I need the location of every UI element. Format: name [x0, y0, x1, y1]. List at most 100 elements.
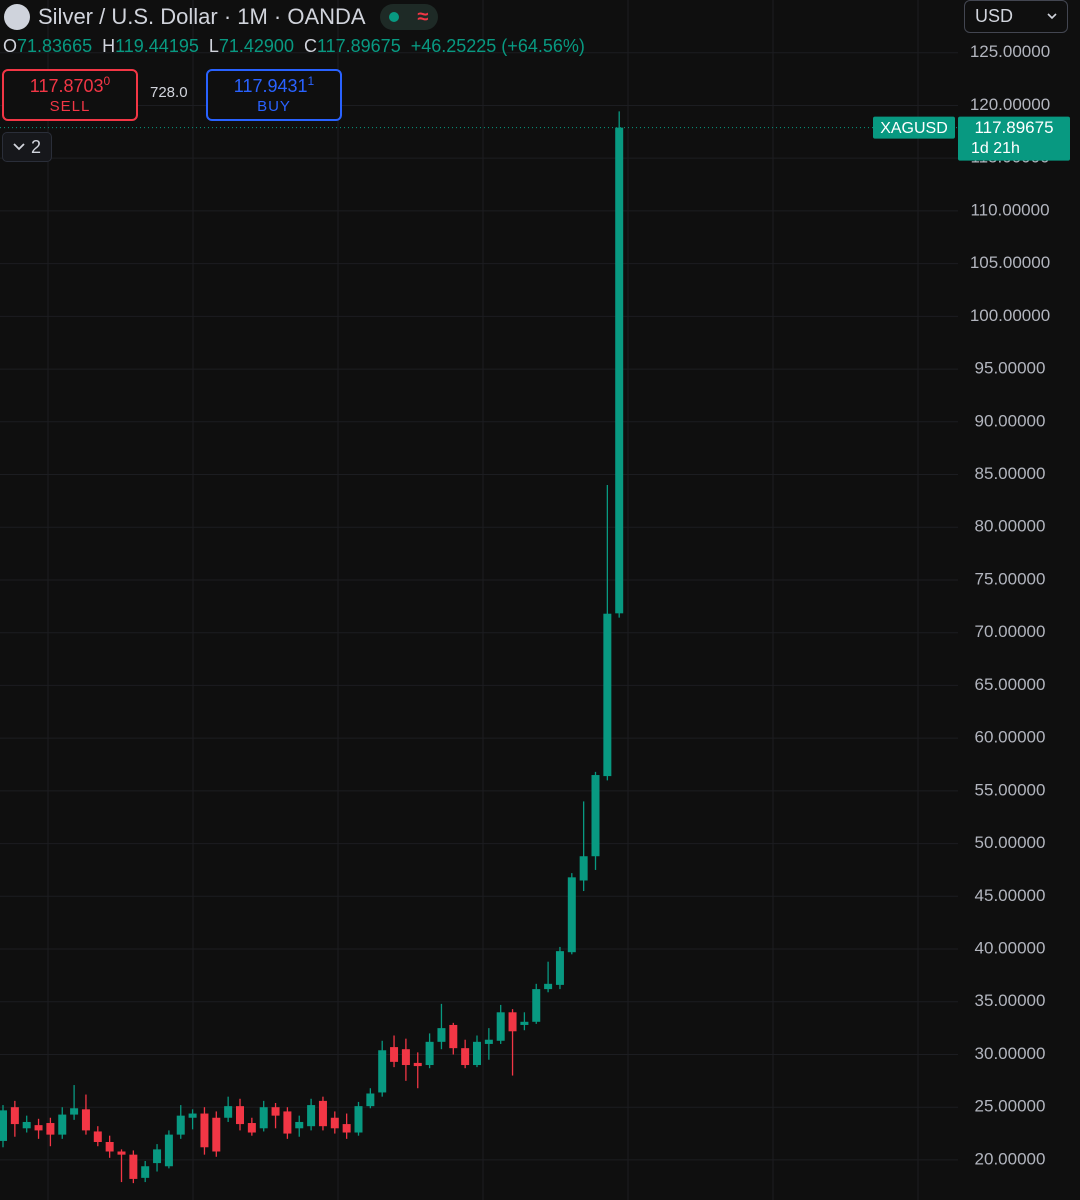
y-tick-label: 30.00000	[975, 1044, 1046, 1063]
candle-body	[259, 1107, 268, 1129]
last-price: XAGUSD 117.89675 1d 21h	[0, 116, 1070, 161]
indicator-count: 2	[30, 136, 41, 157]
candle-body	[295, 1121, 304, 1129]
candle-body	[413, 1062, 422, 1067]
candle-body	[615, 127, 624, 614]
status-badge[interactable]: ≈	[379, 4, 438, 30]
candle-body	[236, 1106, 244, 1125]
y-tick-label: 80.00000	[975, 517, 1046, 536]
candle-body	[354, 1106, 363, 1133]
countdown: 1d 21h	[971, 140, 1020, 157]
candle-body	[200, 1113, 209, 1148]
candle-body	[330, 1117, 339, 1129]
y-tick-label: 55.00000	[975, 780, 1046, 799]
y-tick-label: 125.00000	[970, 42, 1050, 61]
y-tick-label: 60.00000	[975, 728, 1046, 747]
candle-body	[164, 1134, 173, 1167]
y-tick-label: 75.00000	[975, 569, 1046, 588]
candle-body	[58, 1114, 67, 1135]
y-tick-label: 85.00000	[975, 464, 1046, 483]
candle-body	[449, 1024, 458, 1049]
candle-body	[271, 1107, 280, 1116]
candle-body	[567, 877, 576, 953]
candle-body	[117, 1151, 126, 1155]
high-key: H	[102, 36, 116, 56]
buy-button[interactable]: 117.94311 BUY	[206, 69, 342, 121]
symbol-icon	[4, 4, 30, 30]
candle-body	[508, 1012, 517, 1032]
y-tick-label: 95.00000	[975, 359, 1046, 378]
sell-price: 117.8703	[29, 76, 104, 96]
y-tick-label: 40.00000	[975, 939, 1046, 958]
candle-body	[579, 856, 588, 881]
y-tick-label: 35.00000	[975, 991, 1046, 1010]
grid	[0, 52, 958, 1161]
low-value: 71.42900	[218, 36, 294, 56]
candle-body	[153, 1149, 162, 1164]
candle-body	[188, 1113, 197, 1118]
candle-body	[390, 1047, 399, 1062]
candle-body	[496, 1012, 505, 1041]
currency: USD	[975, 6, 1014, 26]
candle-body	[555, 951, 564, 985]
candle-body	[520, 1021, 529, 1025]
vertical-grid	[47, 0, 919, 1200]
price-tag-label: 117.89675	[974, 118, 1053, 137]
y-tick-label: 20.00000	[975, 1149, 1046, 1168]
candle-body	[307, 1105, 316, 1127]
close-value: 117.89675	[316, 36, 401, 56]
y-tick-label: 65.00000	[975, 675, 1046, 694]
candle-body	[70, 1108, 79, 1115]
low-key: L	[208, 36, 219, 56]
y-tick-label: 100.00000	[970, 306, 1050, 325]
change: +46.25225 (+64.56%)	[410, 36, 585, 56]
candle-body	[591, 775, 600, 857]
indicators-toggle[interactable]: 2	[2, 132, 52, 162]
open-value: 71.83665	[17, 36, 93, 56]
title-row: Silver / U.S. Dollar · 1M · OANDA ≈	[4, 2, 438, 32]
buy-price-wrap: 117.94311	[208, 74, 340, 97]
candle-body	[0, 1110, 7, 1141]
open-key: O	[3, 36, 18, 56]
symbol-tag	[873, 116, 955, 139]
y-tick-label: 45.00000	[975, 886, 1046, 905]
header: Silver / U.S. Dollar · 1M · OANDA ≈ O71.…	[0, 0, 960, 170]
candle-body	[93, 1131, 102, 1143]
candles	[0, 111, 624, 1184]
ohlc-legend: O71.83665 H119.44195 L71.42900 C117.89675 +4…	[3, 36, 585, 57]
sell-button[interactable]: 117.87030 SELL	[2, 69, 138, 121]
sell-label: SELL	[49, 98, 91, 115]
chevron	[1047, 13, 1057, 20]
candle-body	[603, 613, 612, 777]
candle-body	[10, 1107, 19, 1125]
sell-price-wrap: 117.87030	[4, 74, 136, 97]
candle-body	[473, 1041, 481, 1066]
candle-body	[22, 1121, 31, 1129]
price-tag	[958, 116, 1070, 161]
price-axis: 20.00000 25.00000 30.00000 35.00000 40.00000…	[970, 42, 1050, 1168]
buy-label: BUY	[257, 98, 291, 115]
candle-body	[342, 1124, 351, 1133]
y-tick-label: 105.00000	[970, 253, 1050, 272]
y-tick-label: 90.00000	[975, 411, 1046, 430]
chevron	[13, 143, 25, 151]
candle-body	[81, 1109, 90, 1131]
market-dot	[388, 12, 399, 22]
candle-body	[247, 1123, 256, 1133]
y-tick-label: 25.00000	[975, 1097, 1046, 1116]
buy-price: 117.9431	[233, 76, 308, 96]
close-key: C	[303, 36, 317, 56]
high-value: 119.44195	[115, 36, 199, 56]
candle-body	[129, 1154, 138, 1179]
y-tick-label: 50.00000	[975, 833, 1046, 852]
data-icon: ≈	[417, 5, 429, 28]
currency-select[interactable]: USD	[964, 0, 1068, 33]
y-tick-label: 120.00000	[970, 95, 1050, 114]
spread: 728.0	[150, 84, 188, 101]
candle-body	[437, 1028, 446, 1042]
candle-body	[318, 1100, 327, 1127]
candle-body	[378, 1050, 387, 1093]
sell-pip: 0	[103, 74, 111, 88]
